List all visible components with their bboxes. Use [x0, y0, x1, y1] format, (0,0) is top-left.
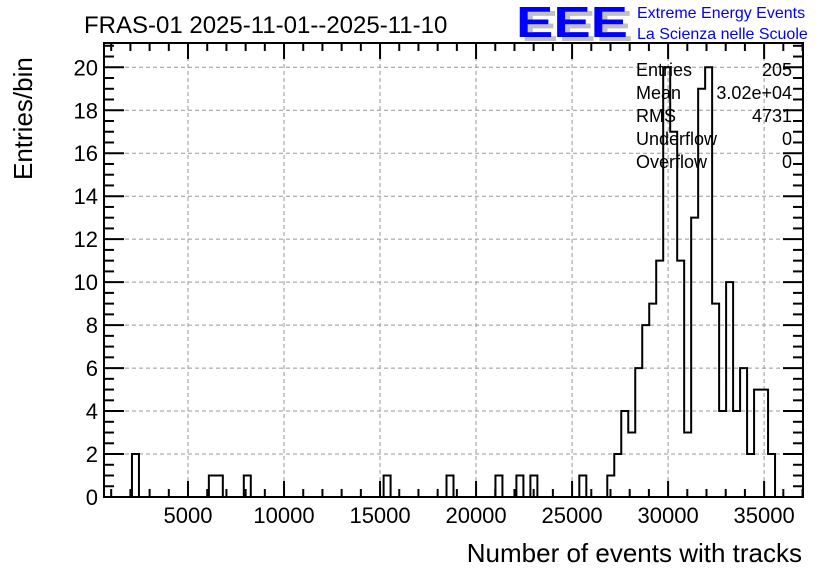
x-tick-label: 5000 [164, 503, 213, 528]
y-tick-label: 16 [74, 141, 98, 166]
stats-label-overflow: Overflow [636, 152, 708, 172]
y-tick-label: 18 [74, 98, 98, 123]
stats-value-mean: 3.02e+04 [716, 83, 792, 103]
axis-tick-labels: 5000 10000 15000 20000 25000 30000 35000 0 2 4 6 8 1… [74, 55, 795, 528]
plot-frame [103, 42, 804, 498]
eee-logo: EEE Extreme Energy Events La Scienza nel… [516, 0, 808, 47]
stats-value-underflow: 0 [782, 129, 792, 149]
chart-title: FRAS-01 2025-11-01--2025-11-10 [84, 12, 447, 39]
y-axis-label: Entries/bin [8, 57, 38, 180]
y-tick-label: 8 [86, 313, 98, 338]
y-tick-label: 12 [74, 227, 98, 252]
x-tick-label: 30000 [638, 503, 699, 528]
stats-label-mean: Mean [636, 83, 681, 103]
y-tick-label: 0 [86, 485, 98, 510]
stats-value-overflow: 0 [782, 152, 792, 172]
y-tick-label: 2 [86, 442, 98, 467]
y-tick-label: 10 [74, 270, 98, 295]
y-tick-label: 4 [86, 399, 98, 424]
stats-label-underflow: Underflow [636, 129, 718, 149]
logo-line2: La Scienza nelle Scuole [637, 26, 808, 43]
logo-mark: EEE [516, 0, 628, 47]
x-tick-label: 15000 [349, 503, 410, 528]
grid-lines [104, 43, 803, 497]
stats-label-rms: RMS [636, 106, 676, 126]
y-tick-label: 20 [74, 55, 98, 80]
axis-ticks [104, 43, 804, 498]
x-tick-label: 25000 [541, 503, 602, 528]
x-axis-label: Number of events with tracks [467, 538, 802, 568]
x-tick-label: 10000 [253, 503, 314, 528]
x-tick-label: 20000 [445, 503, 506, 528]
x-tick-label: 35000 [734, 503, 795, 528]
stats-value-entries: 205 [762, 60, 792, 80]
stats-value-rms: 4731 [752, 106, 792, 126]
y-tick-label: 14 [74, 184, 98, 209]
y-tick-label: 6 [86, 356, 98, 381]
stats-label-entries: Entries [636, 60, 692, 80]
logo-line1: Extreme Energy Events [637, 5, 805, 22]
stats-box: Entries 205 Mean 3.02e+04 RMS 4731 Under… [636, 60, 792, 172]
